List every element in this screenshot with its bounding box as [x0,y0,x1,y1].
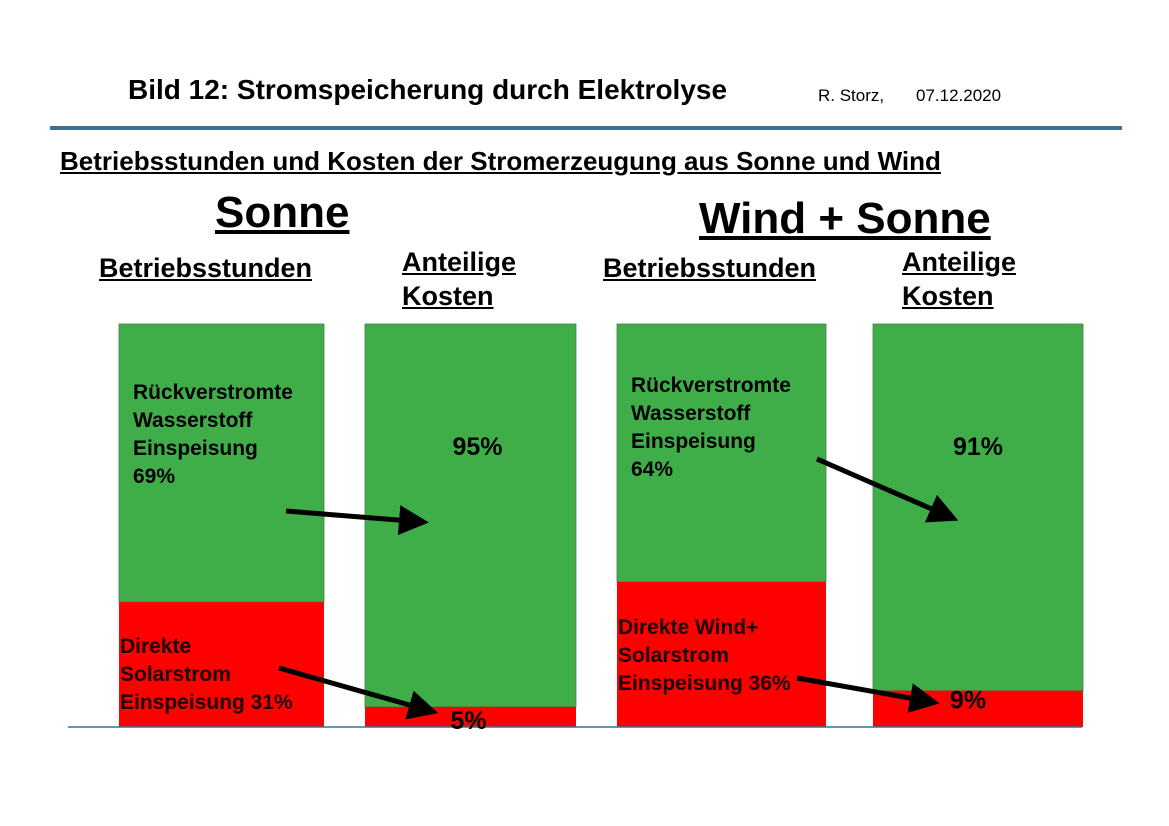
bar-segment-green [872,323,1084,692]
column-label-sonne-costs: Anteilige Kosten [402,245,516,313]
segment-label-red: 9% [950,687,986,715]
author-label: R. Storz, [818,86,885,105]
column-label-line: Kosten [902,281,994,311]
arrow-red-wind [796,675,940,713]
segment-label-green: 91% [953,433,1003,461]
column-label-line: Anteilige [402,247,517,277]
segment-label-red: Direkte Solarstrom Einspeisung 31% [120,635,293,714]
segment-label-green: 95% [452,433,502,461]
group-title-wind-sonne: Wind + Sonne [699,194,991,243]
bar-segment-red [617,581,826,727]
column-label-sonne-hours: Betriebsstunden [99,251,312,285]
bar-segment-green [364,323,577,708]
bar-segment-green [616,323,827,583]
column-label-line: Anteilige [902,247,1017,277]
bar-segment-green [118,323,325,603]
group-title-sonne: Sonne [215,188,350,237]
page-title: Bild 12: Stromspeicherung durch Elektrol… [128,74,728,105]
column-label-line: Betriebsstunden [99,253,313,283]
segment-label-green: Rückverstromte Wasserstoff Einspeisung 69% [133,381,293,488]
bar-segment-red [119,602,324,727]
column-label-wind-hours: Betriebsstunden [603,251,816,285]
arrow-red-sonne [278,665,439,720]
header-divider [50,126,1122,130]
segment-label-green: Rückverstromte Wasserstoff Einspeisung 64% [631,374,791,481]
column-label-line: Kosten [402,281,494,311]
column-label-wind-costs: Anteilige Kosten [902,245,1016,313]
arrow-green-sonne [285,505,429,536]
arrow-green-wind [816,456,959,523]
segment-label-red: 5% [450,707,486,735]
date-label: 07.12.2020 [916,86,1002,105]
segment-label-red: Direkte Wind+ Solarstrom Einspeisung 36% [618,616,791,695]
chart-subtitle: Betriebsstunden und Kosten der Stromerze… [60,146,941,176]
column-label-line: Betriebsstunden [603,253,817,283]
